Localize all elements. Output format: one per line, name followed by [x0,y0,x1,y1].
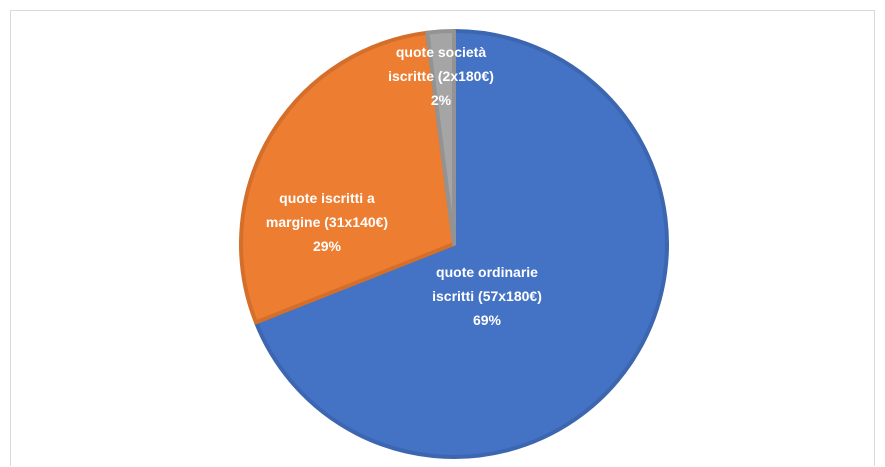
slice-label-societa: iscritte (2x180€) [388,68,494,84]
slice-societa [425,29,456,246]
slice-ordinarie [253,29,669,459]
slice-label-margine: quote iscritti a [279,190,375,206]
slice-percent-ordinarie: 69% [473,312,502,328]
slice-margine [239,30,456,325]
slice-percent-societa: 2% [431,92,452,108]
slice-label-societa: quote società [396,44,486,60]
chart-area: quote ordinarie iscritti (57x180€) 69% q… [10,10,875,466]
slice-label-margine: margine (31x140€) [266,214,388,230]
slice-label-ordinarie: iscritti (57x180€) [432,288,542,304]
pie-chart: quote ordinarie iscritti (57x180€) 69% q… [239,29,669,459]
pie-labels: quote ordinarie iscritti (57x180€) 69% q… [266,44,542,328]
slice-label-ordinarie: quote ordinarie [436,264,538,280]
slice-percent-margine: 29% [313,238,342,254]
pie-slices [239,29,669,459]
